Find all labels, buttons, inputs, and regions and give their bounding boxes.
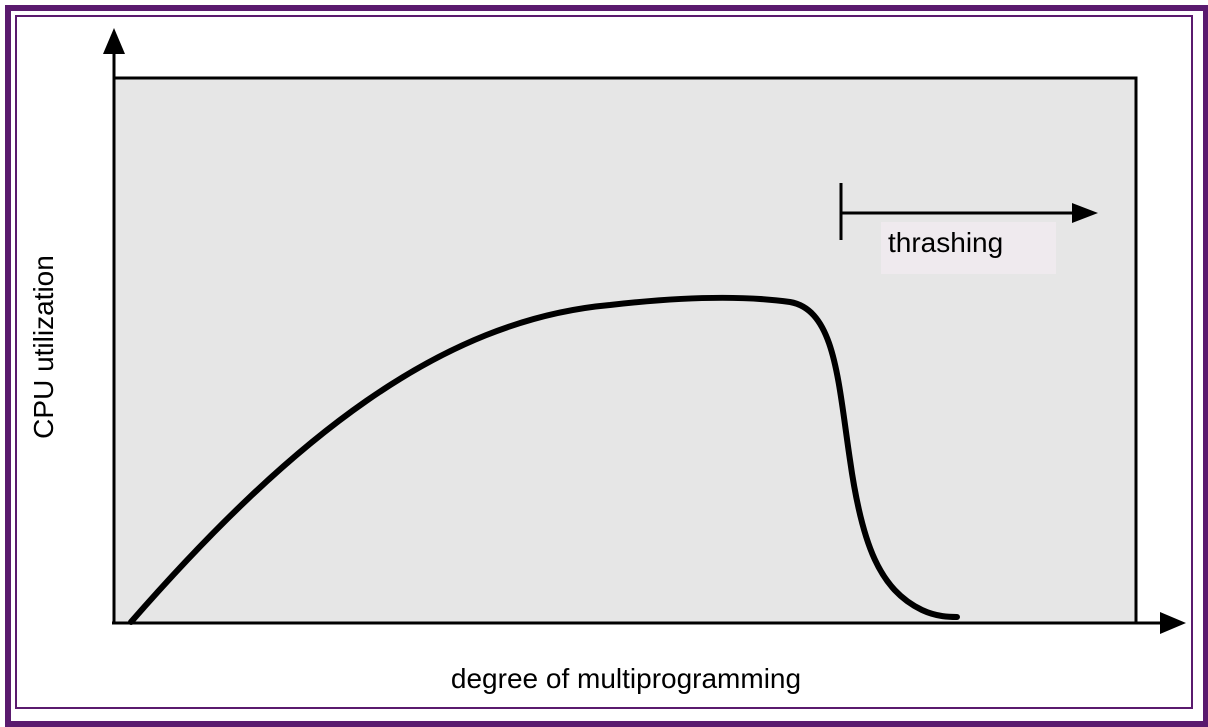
x-axis-arrow-icon: [1160, 612, 1186, 634]
inner-frame: [15, 15, 1193, 709]
y-axis-label: CPU utilization: [28, 255, 59, 439]
thrashing-label: thrashing: [888, 227, 1003, 258]
y-axis-arrow-icon: [103, 28, 125, 54]
thrashing-label-background: [881, 222, 1056, 274]
outer-frame: [5, 5, 1208, 727]
utilization-curve: [128, 294, 960, 625]
x-axis-label: degree of multiprogramming: [451, 663, 801, 694]
thrashing-arrow-icon: [1072, 203, 1098, 223]
plot-area: [112, 76, 1138, 625]
